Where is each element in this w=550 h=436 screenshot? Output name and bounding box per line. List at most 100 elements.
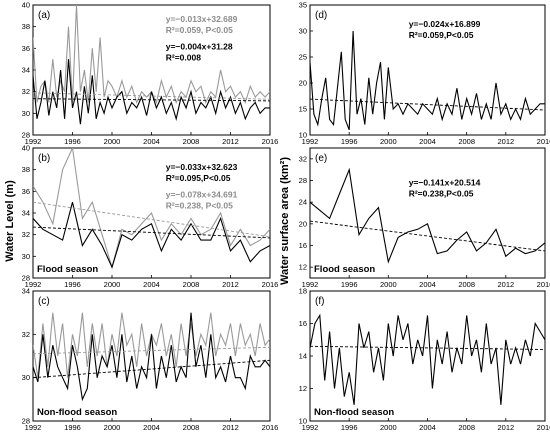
x-tick-label: 2004 [143,423,160,432]
y-tick-label: 15 [299,105,307,114]
panel-b: 1992 1996 2000 2004 2008 2012 2016 28 30 32 34 36 38… [22,144,279,290]
x-tick-label: 2012 [222,137,239,146]
x-tick-label: 2012 [222,280,239,289]
x-tick-label: 1996 [64,280,81,289]
x-tick-label: 2012 [497,423,514,432]
panel-label: (b) [38,153,50,164]
left-y-axis-label: Water Level (m) [4,180,16,262]
panel-frame [32,290,271,422]
y-tick-label: 25 [299,53,307,62]
y-tick-label: 34 [22,209,30,218]
y-tick-label: 34 [22,287,30,296]
season-label: Non-flood season [37,407,117,418]
x-tick-label: 2012 [497,137,514,146]
x-tick-label: 1992 [25,423,42,432]
y-tick-label: 16 [299,319,307,328]
season-label: Flood season [314,264,375,275]
y-tick-label: 28 [299,176,307,185]
regression-annotation: R²=0.008 [166,52,201,62]
x-tick-label: 2000 [380,137,397,146]
x-tick-label: 1992 [25,280,42,289]
series-line [33,312,270,402]
regression-annotation: y=−0.013x+32.689 [166,14,238,24]
panel-label: (d) [315,10,327,21]
x-tick-label: 2016 [537,280,550,289]
regression-annotation: y=−0.033x+32.623 [166,162,238,172]
y-tick-label: 10 [299,417,307,426]
series-line [310,313,545,405]
series-line [33,59,270,125]
x-tick-label: 1992 [302,423,319,432]
series-line [33,5,270,105]
x-tick-label: 2000 [104,137,121,146]
x-tick-label: 2008 [183,423,200,432]
x-tick-label: 2004 [143,280,160,289]
regression-annotation: R²=0.095,P<0.05 [166,173,231,183]
series-line [310,167,545,264]
trend-line [33,92,270,100]
y-tick-label: 10 [299,131,307,140]
y-tick-label: 32 [22,230,30,239]
panel-label: (a) [38,10,50,21]
trend-line [310,345,545,350]
y-tick-label: 28 [22,274,30,283]
y-tick-label: 28 [22,417,30,426]
x-tick-label: 2004 [419,423,436,432]
x-tick-label: 1992 [302,137,319,146]
x-tick-label: 2016 [262,280,279,289]
y-tick-label: 38 [22,22,30,31]
x-tick-label: 1996 [341,280,358,289]
x-tick-label: 2000 [380,423,397,432]
x-tick-label: 2012 [497,280,514,289]
x-tick-label: 2016 [262,137,279,146]
right-y-axis-label: Water surface area (km²) [279,157,291,285]
y-tick-label: 12 [299,384,307,393]
x-tick-label: 2016 [537,423,550,432]
y-tick-label: 12 [299,263,307,272]
x-tick-label: 2008 [458,423,475,432]
y-tick-label: 36 [22,44,30,53]
x-tick-label: 2000 [104,280,121,289]
series-line [310,30,545,130]
x-tick-label: 2008 [183,280,200,289]
x-tick-label: 2008 [458,280,475,289]
y-tick-label: 30 [299,27,307,36]
x-tick-label: 2000 [104,423,121,432]
regression-annotation: y=−0.004x+31.28 [166,41,233,51]
y-tick-label: 28 [22,131,30,140]
panel-label: (e) [315,153,327,164]
trend-line [33,98,270,102]
trend-line [33,346,270,355]
panel-e: 1992 1996 2000 2004 2008 2012 2016 12 16 20 24 28 32… [299,147,550,289]
trend-line [33,201,270,238]
panel-frame [32,4,271,136]
regression-annotation: y=−0.024x+16.899 [409,19,481,29]
y-tick-label: 30 [22,252,30,261]
series-line [33,202,270,269]
y-tick-label: 38 [22,165,30,174]
regression-annotation: R²=0.059, P<0.05 [166,25,233,35]
panel-d: 1992 1996 2000 2004 2008 2012 2016 10 15 20 25 30 35… [299,1,550,147]
y-tick-label: 40 [22,144,30,153]
panel-a: 1992 1996 2000 2004 2008 2012 2016 28 30 32 34 36 38… [22,1,279,147]
y-tick-label: 24 [299,198,307,207]
y-tick-label: 36 [22,187,30,196]
trend-line [310,98,545,111]
y-tick-label: 14 [299,352,307,361]
regression-annotation: R²=0.059,P<0.05 [409,30,474,40]
x-tick-label: 1996 [341,423,358,432]
season-label: Flood season [37,264,98,275]
x-tick-label: 1996 [64,423,81,432]
panel-label: (c) [38,296,50,307]
regression-annotation: y=−0.141x+20.514 [409,178,481,188]
panel-label: (f) [315,296,324,307]
y-tick-label: 32 [22,330,30,339]
x-tick-label: 2004 [419,280,436,289]
x-tick-label: 2004 [143,137,160,146]
x-tick-label: 1992 [302,280,319,289]
panel-frame [309,147,546,279]
x-tick-label: 1996 [341,137,358,146]
x-tick-label: 2016 [262,423,279,432]
season-label: Non-flood season [314,407,394,418]
y-tick-label: 30 [22,373,30,382]
